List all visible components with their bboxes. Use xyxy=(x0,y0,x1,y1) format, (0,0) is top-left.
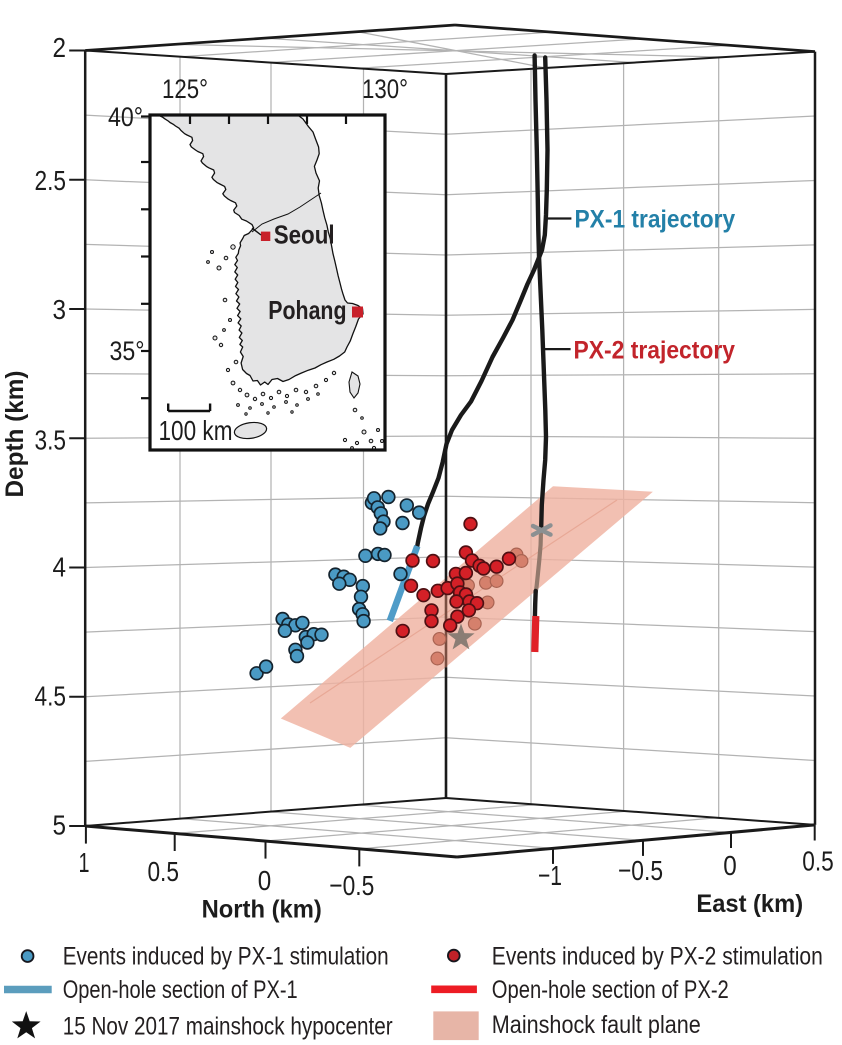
svg-text:40°: 40° xyxy=(108,102,143,132)
svg-text:Open-hole section of PX-2: Open-hole section of PX-2 xyxy=(492,976,729,1004)
svg-text:0.5: 0.5 xyxy=(802,846,834,877)
svg-text:125°: 125° xyxy=(162,74,208,104)
svg-text:130°: 130° xyxy=(362,74,408,104)
svg-text:Events induced by PX-2 stimula: Events induced by PX-2 stimulation xyxy=(492,943,823,971)
svg-text:North (km): North (km) xyxy=(202,896,322,924)
svg-text:Mainshock fault plane: Mainshock fault plane xyxy=(492,1011,701,1039)
svg-text:3.5: 3.5 xyxy=(35,425,67,456)
svg-text:35°: 35° xyxy=(110,336,145,366)
svg-text:4: 4 xyxy=(53,552,67,583)
svg-text:Pohang: Pohang xyxy=(268,295,346,325)
svg-text:Seoul: Seoul xyxy=(274,220,335,250)
svg-text:1: 1 xyxy=(79,847,90,878)
svg-text:PX-2 trajectory: PX-2 trajectory xyxy=(574,336,736,364)
svg-text:East (km): East (km) xyxy=(696,890,803,918)
svg-text:0.5: 0.5 xyxy=(147,856,179,887)
svg-text:−1: −1 xyxy=(538,860,562,891)
svg-text:Events induced by PX-1 stimula: Events induced by PX-1 stimulation xyxy=(63,943,389,971)
svg-text:PX-1 trajectory: PX-1 trajectory xyxy=(575,206,736,234)
svg-text:Depth (km): Depth (km) xyxy=(1,371,29,498)
svg-text:2.5: 2.5 xyxy=(35,165,67,196)
svg-text:3: 3 xyxy=(53,294,67,325)
svg-text:0: 0 xyxy=(258,865,272,896)
svg-text:4.5: 4.5 xyxy=(35,681,67,712)
svg-text:−0.5: −0.5 xyxy=(618,855,663,886)
svg-text:15 Nov 2017 mainshock hypocent: 15 Nov 2017 mainshock hypocenter xyxy=(63,1012,393,1040)
svg-text:−0.5: −0.5 xyxy=(329,870,374,901)
svg-text:5: 5 xyxy=(53,810,67,841)
svg-text:0: 0 xyxy=(723,850,737,881)
svg-text:2: 2 xyxy=(53,32,67,63)
svg-text:100 km: 100 km xyxy=(159,415,233,446)
svg-text:Open-hole section of PX-1: Open-hole section of PX-1 xyxy=(63,976,298,1004)
